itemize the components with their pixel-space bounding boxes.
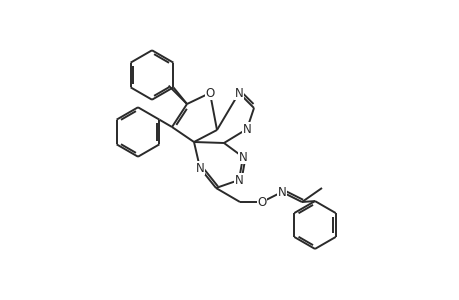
Text: N: N bbox=[195, 161, 204, 175]
Text: N: N bbox=[238, 151, 247, 164]
Text: N: N bbox=[277, 185, 286, 199]
Text: O: O bbox=[205, 86, 214, 100]
Text: N: N bbox=[234, 86, 243, 100]
Text: N: N bbox=[238, 151, 247, 164]
Text: N: N bbox=[234, 86, 243, 100]
Text: O: O bbox=[257, 196, 266, 208]
Text: O: O bbox=[205, 86, 214, 100]
Text: N: N bbox=[242, 122, 251, 136]
Text: N: N bbox=[242, 122, 251, 136]
Text: N: N bbox=[234, 173, 243, 187]
Text: N: N bbox=[234, 173, 243, 187]
Text: O: O bbox=[257, 196, 266, 208]
Text: N: N bbox=[277, 185, 286, 199]
Text: N: N bbox=[195, 161, 204, 175]
